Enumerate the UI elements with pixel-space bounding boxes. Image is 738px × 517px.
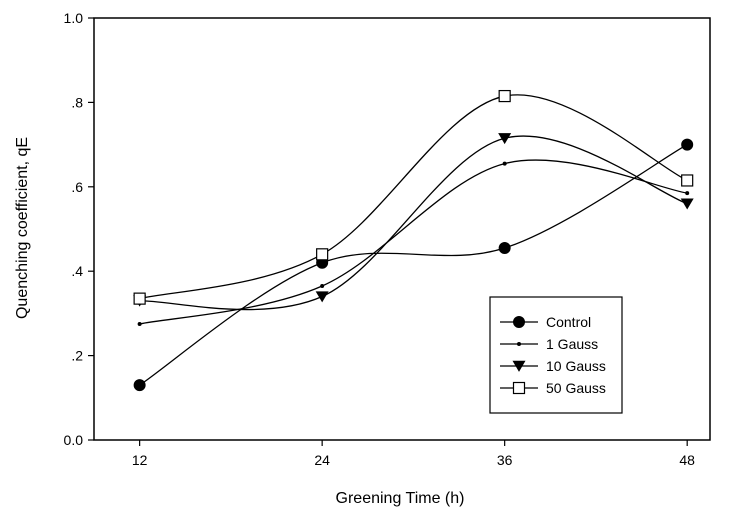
legend: Control 1 Gauss 10 Gauss 50 Gauss xyxy=(489,296,623,414)
data-point xyxy=(502,161,507,166)
data-point xyxy=(133,292,146,305)
data-point xyxy=(681,138,694,151)
data-point xyxy=(315,291,329,303)
series-50-gauss xyxy=(133,89,694,305)
series-line xyxy=(139,144,688,386)
x-tick-label: 48 xyxy=(679,452,695,468)
series-line xyxy=(139,135,688,311)
legend-marker xyxy=(512,381,526,395)
axes: 0.0 .2 .4 .6 .8 1.0 12 24 36 48 xyxy=(64,10,711,468)
y-axis-label: Quenching coefficient, qE xyxy=(14,137,31,319)
data-point xyxy=(680,198,694,210)
x-tick-label: 12 xyxy=(132,452,148,468)
data-point xyxy=(685,191,690,196)
legend-label: Control xyxy=(546,314,591,330)
series-1-gauss xyxy=(137,159,690,326)
series-line xyxy=(139,159,688,325)
data-point xyxy=(316,248,329,261)
y-tick-label: 0.0 xyxy=(64,432,84,448)
data-point xyxy=(681,174,694,187)
y-tick-label: .2 xyxy=(71,348,83,364)
legend-marker xyxy=(513,316,525,328)
legend-label: 1 Gauss xyxy=(546,336,598,352)
legend-box xyxy=(489,296,623,414)
y-tick-label: .6 xyxy=(71,179,83,195)
x-axis-label: Greening Time (h) xyxy=(336,490,465,507)
data-point xyxy=(320,283,325,288)
y-tick-label: .4 xyxy=(71,263,83,279)
legend-label: 10 Gauss xyxy=(546,358,606,374)
legend-label: 50 Gauss xyxy=(546,380,606,396)
y-tick-label: 1.0 xyxy=(64,10,84,26)
plot-frame xyxy=(93,17,711,441)
data-point xyxy=(133,379,146,392)
data-point xyxy=(498,89,511,103)
x-tick-label: 36 xyxy=(497,452,513,468)
data-point xyxy=(137,321,142,326)
y-tick-label: .8 xyxy=(71,94,83,110)
series-line xyxy=(139,94,688,300)
x-tick-label: 24 xyxy=(314,452,330,468)
series-control xyxy=(133,138,694,392)
data-point xyxy=(498,241,511,254)
series-layer xyxy=(133,89,694,392)
legend-marker xyxy=(517,342,521,346)
data-point xyxy=(498,133,512,145)
legend-marker xyxy=(512,360,526,372)
